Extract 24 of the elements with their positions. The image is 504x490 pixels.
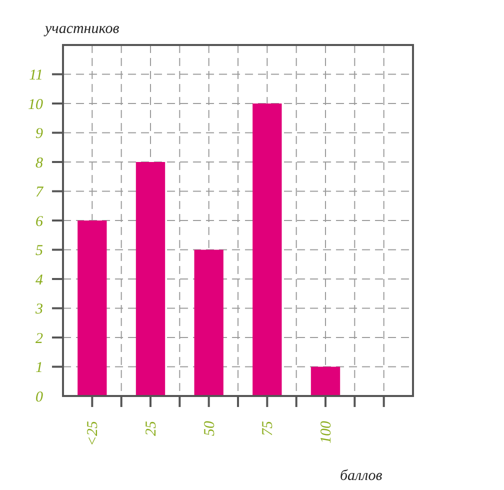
x-tick-label: 100 [318, 420, 334, 444]
x-tick-label: <25 [85, 420, 102, 446]
y-tick-label: 2 [36, 330, 44, 347]
y-tick-label: 0 [36, 389, 44, 406]
y-tick-label: 9 [36, 126, 44, 142]
y-tick-label: 3 [34, 302, 43, 318]
y-tick-label: 10 [28, 96, 44, 113]
bar [252, 104, 282, 396]
bar [310, 366, 340, 396]
y-tick-label: 6 [36, 214, 44, 230]
y-tick-label: 11 [29, 68, 43, 84]
y-axis-title: участников [43, 21, 120, 37]
y-tick-label: 7 [36, 184, 44, 200]
y-tick-label: 5 [36, 243, 44, 259]
x-tick-label: 75 [260, 420, 276, 436]
y-tick-label: 1 [36, 360, 43, 376]
x-tick-label: 50 [202, 420, 218, 436]
x-axis-title: баллов [340, 468, 383, 484]
bar [78, 220, 107, 396]
bar [194, 250, 224, 396]
y-tick-label: 8 [36, 155, 44, 172]
bar [136, 162, 166, 396]
y-tick-label: 4 [36, 272, 44, 288]
x-tick-label: 25 [144, 420, 160, 436]
